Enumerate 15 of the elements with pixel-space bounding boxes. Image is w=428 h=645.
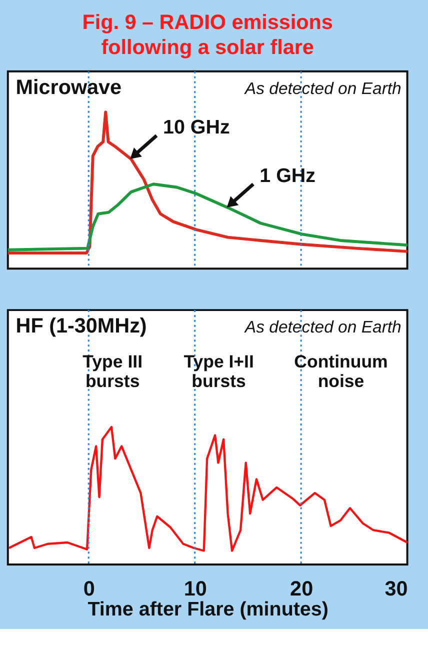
x-tick-label: 20	[290, 578, 314, 601]
x-axis-title: Time after Flare (minutes)	[88, 598, 328, 620]
chart-title: HF (1-30MHz)	[16, 314, 147, 338]
text: Continuum noise	[294, 351, 388, 391]
x-tick-label: 10	[184, 578, 207, 601]
chart-subtitle: As detected on Earth	[244, 318, 402, 337]
chart-title: Microwave	[16, 76, 122, 100]
text: Type I+II bursts	[184, 351, 254, 391]
series-label: 1 GHz	[260, 165, 316, 188]
text: Type III bursts	[82, 351, 143, 391]
caption: Fig. 9 – RADIO emissions following a solar flare	[82, 11, 333, 59]
series-label: 10 GHz	[162, 116, 230, 139]
x-tick-label: 30	[384, 578, 408, 601]
chart-subtitle: As detected on Earth	[244, 79, 402, 98]
x-tick-label: 0	[83, 578, 95, 601]
